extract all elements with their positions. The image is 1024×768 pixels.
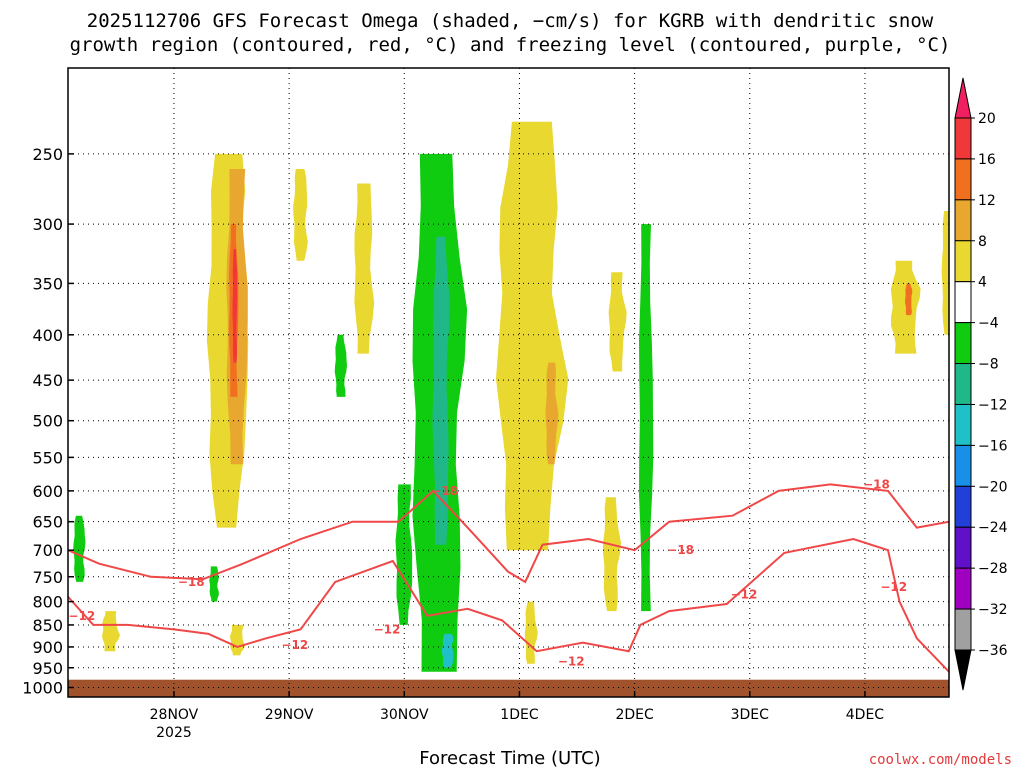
colorbar-label: −4 — [978, 316, 999, 332]
colorbar-swatch — [954, 485, 972, 528]
omega-region — [441, 633, 454, 668]
colorbar-label: −28 — [978, 561, 1008, 577]
y-tick-label: 1000 — [22, 678, 63, 697]
y-tick-label: 750 — [32, 568, 63, 587]
y-tick-label: 600 — [32, 482, 63, 501]
omega-region — [608, 272, 627, 372]
colorbar-swatch — [954, 363, 972, 405]
contour-label: −12 — [374, 622, 401, 636]
colorbar-label: 8 — [978, 234, 987, 250]
x-tick-label: 29NOV — [265, 707, 314, 723]
omega-region — [209, 566, 219, 602]
x-tick-sublabel: 2025 — [156, 725, 192, 741]
contour-label: −18 — [863, 477, 890, 491]
colorbar-label: −24 — [978, 520, 1008, 536]
colorbar: 20 16 12 8 4 −4 −8 −12 −16 −20 −24 −28 −32 −36 — [954, 77, 1008, 691]
omega-region — [496, 121, 569, 551]
y-tick-label: 700 — [32, 541, 63, 560]
ground-terrain — [68, 679, 949, 697]
y-tick-label: 950 — [32, 659, 63, 678]
y-tick-label: 400 — [32, 326, 63, 345]
chart-title-line2: growth region (contoured, red, °C) and f… — [70, 34, 951, 56]
x-tick-label: 1DEC — [500, 707, 539, 723]
omega-region — [890, 260, 921, 354]
colorbar-swatch — [954, 567, 972, 610]
contour-label: −12 — [731, 587, 758, 601]
omega-region — [334, 334, 347, 397]
contour-label: −18 — [431, 484, 458, 498]
colorbar-label: −20 — [978, 479, 1008, 495]
colorbar-top-arrow — [954, 77, 972, 119]
contour-label: −18 — [178, 575, 205, 589]
colorbar-label: 12 — [978, 193, 996, 209]
colorbar-label: 4 — [978, 275, 987, 291]
colorbar-label: −12 — [978, 397, 1008, 413]
colorbar-label: 16 — [978, 152, 996, 168]
y-tick-label: 250 — [32, 145, 63, 164]
colorbar-swatch — [954, 281, 972, 324]
contour-label: −12 — [68, 609, 95, 623]
y-axis-ticks: 250 300 350 400 450 500 550 600 650 700 750 800 850 9… — [22, 145, 74, 697]
contour-label: −12 — [281, 638, 308, 652]
omega-region — [639, 224, 654, 612]
credit-text: coolwx.com/models — [869, 752, 1012, 768]
x-axis-title: Forecast Time (UTC) — [419, 748, 600, 768]
x-tick-label: 28NOV — [150, 707, 199, 723]
x-tick-label: 4DEC — [846, 707, 885, 723]
x-axis-ticks: 28NOV 2025 29NOV 30NOV 1DEC 2DEC 3DEC 4DEC — [150, 691, 885, 741]
omega-region — [73, 515, 86, 582]
y-tick-label: 350 — [32, 274, 63, 293]
colorbar-bottom-arrow — [954, 649, 972, 691]
colorbar-label: −16 — [978, 438, 1008, 454]
x-tick-label: 2DEC — [615, 707, 654, 723]
omega-region — [354, 183, 375, 354]
contour-label: −18 — [667, 543, 694, 557]
contour-line — [68, 537, 949, 673]
omega-region — [229, 624, 245, 656]
omega-region — [232, 248, 238, 363]
contour-label: −12 — [880, 580, 907, 594]
y-tick-label: 900 — [32, 638, 63, 657]
omega-region — [102, 611, 120, 652]
y-tick-label: 500 — [32, 412, 63, 431]
omega-shading — [73, 121, 949, 672]
omega-region — [603, 497, 621, 612]
omega-region — [941, 211, 949, 335]
colorbar-swatch — [954, 158, 972, 201]
plot-frame — [67, 67, 950, 698]
omega-region — [545, 362, 559, 465]
colorbar-swatch — [954, 322, 972, 365]
y-tick-label: 800 — [32, 593, 63, 612]
colorbar-swatch — [954, 403, 972, 446]
dsgr-contours: −12 −12 −12 −12 −12 −12 −18 −18 −18 −18 — [68, 477, 949, 673]
colorbar-label: −36 — [978, 643, 1008, 659]
chart-title-line1: 2025112706 GFS Forecast Omega (shaded, −… — [87, 10, 934, 32]
colorbar-swatch — [954, 199, 972, 242]
omega-region — [432, 236, 450, 545]
colorbar-label: 20 — [978, 111, 996, 127]
omega-region — [905, 283, 913, 316]
y-tick-label: 300 — [32, 215, 63, 234]
colorbar-swatch — [954, 240, 972, 283]
contour-line — [68, 483, 949, 584]
x-tick-label: 3DEC — [731, 707, 770, 723]
contour-label: −12 — [558, 655, 585, 669]
y-tick-label: 550 — [32, 448, 63, 467]
y-tick-label: 650 — [32, 513, 63, 532]
grid-lines — [68, 68, 949, 697]
colorbar-swatch — [954, 117, 972, 160]
colorbar-swatch — [954, 444, 972, 487]
omega-region — [524, 601, 538, 664]
x-tick-label: 30NOV — [380, 707, 429, 723]
omega-region — [293, 169, 308, 261]
colorbar-swatch — [954, 526, 972, 569]
colorbar-label: −8 — [978, 357, 999, 373]
y-tick-label: 850 — [32, 616, 63, 635]
y-tick-label: 450 — [32, 371, 63, 390]
colorbar-swatch — [954, 608, 972, 651]
colorbar-label: −32 — [978, 602, 1008, 618]
ground-band — [68, 679, 949, 697]
